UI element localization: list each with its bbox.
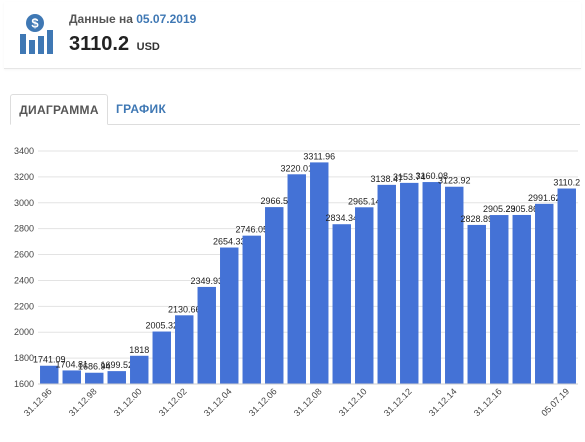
bar (85, 372, 104, 384)
y-tick-label: 3200 (14, 172, 34, 182)
y-tick-label: 2000 (14, 327, 34, 337)
bar (220, 247, 239, 384)
x-tick-label: 31.12.96 (22, 386, 54, 418)
summary-card: $ Данные на 05.07.2019 3110.2 USD (4, 2, 581, 69)
bar (152, 331, 171, 384)
data-label: 1699.52 (100, 360, 133, 370)
bar (265, 207, 284, 384)
data-label: 2130.66 (168, 304, 201, 314)
bar (332, 224, 351, 384)
bar (107, 371, 126, 384)
data-label: 2349.93 (190, 276, 223, 286)
data-label: 2654.33 (213, 237, 246, 247)
bar (512, 214, 531, 384)
svg-text:$: $ (31, 16, 39, 31)
currency-unit: USD (136, 41, 160, 53)
view-tabs: ДИАГРАММА ГРАФИК (10, 94, 580, 125)
bar-chart: 1600 1800 2000 2200 2400 2600 2800 3000 3200 3400… (14, 146, 580, 418)
data-label: 3110.2 (553, 178, 580, 188)
data-date: 05.07.2019 (136, 12, 197, 26)
bar (445, 186, 464, 384)
data-label: 3220.01 (280, 163, 313, 173)
bar (175, 315, 194, 384)
bar (130, 355, 149, 384)
x-tick-label: 31.12.00 (112, 386, 144, 418)
bar (400, 182, 419, 384)
data-label: 1818 (129, 345, 149, 355)
y-tick-label: 2200 (14, 301, 34, 311)
data-label: 2965.14 (348, 196, 381, 206)
x-tick-label: 31.12.12 (382, 386, 414, 418)
bar (535, 203, 554, 384)
data-date-label: Данные на 05.07.2019 (69, 12, 196, 26)
data-label: 3138.47 (370, 174, 403, 184)
x-tick-label: 05.07.19 (539, 386, 571, 418)
data-label: 2005.32 (145, 321, 178, 331)
data-label: 2905.23 (483, 204, 516, 214)
bar (422, 182, 441, 384)
bar (467, 224, 486, 384)
dollar-chart-icon: $ (20, 14, 53, 54)
y-tick-label: 1800 (14, 353, 34, 363)
data-label: 2828.89 (460, 214, 493, 224)
x-tick-label: 31.12.16 (472, 386, 504, 418)
x-tick-label: 31.12.08 (292, 386, 324, 418)
bar (40, 365, 59, 384)
y-tick-label: 2400 (14, 275, 34, 285)
y-tick-label: 1600 (14, 379, 34, 389)
y-tick-label: 2600 (14, 250, 34, 260)
data-label-text: Данные на (69, 12, 133, 26)
data-label: 1686.94 (78, 362, 111, 372)
data-label: 2991.62 (528, 193, 561, 203)
x-tick-label: 31.12.10 (337, 386, 369, 418)
x-tick-label: 31.12.04 (202, 386, 234, 418)
bar (355, 207, 374, 384)
data-label: 3160.08 (415, 171, 448, 181)
y-tick-label: 3400 (14, 146, 34, 156)
bar (242, 235, 261, 384)
data-label: 3153.74 (393, 172, 426, 182)
bar (62, 370, 81, 384)
data-label: 1741.09 (33, 355, 66, 365)
bar (197, 286, 216, 384)
data-label: 2905.86 (505, 204, 538, 214)
data-label: 2834.34 (325, 213, 358, 223)
current-value: 3110.2 USD (69, 33, 160, 56)
y-tick-label: 2800 (14, 224, 34, 234)
x-tick-label: 31.12.14 (427, 386, 459, 418)
tab-graph[interactable]: ГРАФИК (116, 102, 167, 116)
bar (557, 188, 576, 384)
x-tick-label: 31.12.02 (157, 386, 189, 418)
data-label: 1704.81 (55, 359, 88, 369)
current-value-number: 3110.2 (69, 33, 130, 55)
bar (310, 162, 329, 384)
data-label: 3311.96 (303, 151, 335, 161)
data-label: 2966.5 (260, 196, 288, 206)
bar (490, 215, 509, 384)
x-tick-label: 31.12.06 (247, 386, 279, 418)
tab-diagram[interactable]: ДИАГРАММА (10, 94, 108, 125)
data-label: 3123.92 (438, 176, 471, 186)
y-tick-label: 3000 (14, 198, 34, 208)
x-tick-label: 31.12.98 (67, 386, 99, 418)
bar (377, 184, 396, 384)
data-label: 2746.05 (235, 225, 268, 235)
bar (287, 174, 306, 384)
